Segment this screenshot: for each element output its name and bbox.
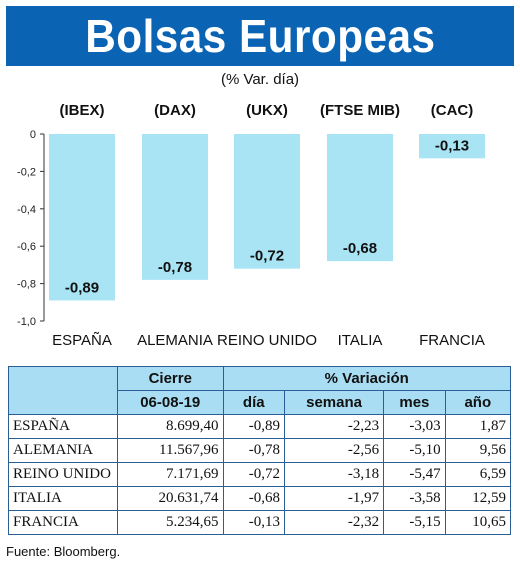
y-tick-label: -1,0: [17, 316, 36, 328]
data-label: -0,68: [343, 240, 377, 257]
row-week: -2,56: [283, 438, 385, 463]
row-year: 10,65: [444, 510, 512, 535]
chart-subtitle: (% Var. día): [220, 71, 300, 88]
category-label: ITALIA: [338, 332, 383, 349]
row-day: -0,78: [222, 438, 285, 463]
bar: [49, 134, 115, 301]
row-name: ALEMANIA: [8, 438, 118, 463]
row-close: 8.699,40: [117, 414, 224, 439]
row-month: -5,47: [383, 462, 446, 487]
data-label: -0,89: [65, 279, 99, 296]
row-close: 20.631,74: [117, 486, 224, 511]
index-table: Cierre % Variación 06-08-19 día semana m…: [8, 366, 512, 535]
y-tick-label: 0: [30, 129, 36, 141]
row-close: 7.171,69: [117, 462, 224, 487]
page-title: Bolsas Europeas: [84, 10, 436, 62]
table-row: FRANCIA 5.234,65 -0,13 -2,32 -5,15 10,65: [8, 510, 512, 535]
row-week: -2,32: [283, 510, 385, 535]
y-tick-label: -0,8: [17, 279, 36, 291]
index-label: (DAX): [154, 102, 196, 119]
day-column-header: día: [222, 390, 285, 415]
table-row: REINO UNIDO 7.171,69 -0,72 -3,18 -5,47 6…: [8, 462, 512, 487]
row-close: 5.234,65: [117, 510, 224, 535]
year-column-header: año: [444, 390, 512, 415]
y-tick-label: -0,2: [17, 166, 36, 178]
row-year: 9,56: [444, 438, 512, 463]
bar: [142, 134, 208, 280]
category-label: ALEMANIA: [137, 332, 213, 349]
bar: [419, 134, 485, 159]
source-note: Fuente: Bloomberg.: [6, 544, 121, 559]
category-label: FRANCIA: [419, 332, 485, 349]
week-column-header: semana: [283, 390, 385, 415]
row-week: -3,18: [283, 462, 385, 487]
category-label: ESPAÑA: [52, 332, 112, 349]
row-month: -5,10: [383, 438, 446, 463]
row-name: REINO UNIDO: [8, 462, 118, 487]
table-row: ITALIA 20.631,74 -0,68 -1,97 -3,58 12,59: [8, 486, 512, 511]
date-column-header: 06-08-19: [117, 390, 224, 415]
row-year: 12,59: [444, 486, 512, 511]
data-label: -0,72: [250, 248, 284, 265]
table-row: ALEMANIA 11.567,96 -0,78 -2,56 -5,10 9,5…: [8, 438, 512, 463]
y-tick-label: -0,4: [17, 204, 36, 216]
index-label: (IBEX): [60, 102, 105, 119]
row-name: ESPAÑA: [8, 414, 118, 439]
bar: [234, 134, 300, 269]
row-month: -3,58: [383, 486, 446, 511]
close-group-header: Cierre: [117, 366, 224, 391]
y-tick-label: -0,6: [17, 241, 36, 253]
row-month: -5,15: [383, 510, 446, 535]
data-label: -0,13: [435, 137, 469, 154]
category-label: REINO UNIDO: [217, 332, 317, 349]
data-label: -0,78: [158, 259, 192, 276]
index-label: (CAC): [431, 102, 474, 119]
row-day: -0,89: [222, 414, 285, 439]
row-name: ITALIA: [8, 486, 118, 511]
index-label: (UKX): [246, 102, 288, 119]
bar: [327, 134, 393, 262]
row-close: 11.567,96: [117, 438, 224, 463]
table-corner-cell: [8, 366, 118, 415]
row-day: -0,13: [222, 510, 285, 535]
row-week: -1,97: [283, 486, 385, 511]
table-row: ESPAÑA 8.699,40 -0,89 -2,23 -3,03 1,87: [8, 414, 512, 439]
row-year: 1,87: [444, 414, 512, 439]
bar-chart: 0 -0,2 -0,4 -0,6 -0,8 -1,0 (IBEX) -0,89 ESPAÑA (D…: [17, 102, 485, 349]
month-column-header: mes: [383, 390, 446, 415]
row-month: -3,03: [383, 414, 446, 439]
row-year: 6,59: [444, 462, 512, 487]
row-day: -0,72: [222, 462, 285, 487]
row-week: -2,23: [283, 414, 385, 439]
row-day: -0,68: [222, 486, 285, 511]
title-bar: Bolsas Europeas: [6, 6, 514, 66]
variation-group-header: % Variación: [222, 366, 511, 391]
index-label: (FTSE MIB): [320, 102, 400, 119]
row-name: FRANCIA: [8, 510, 118, 535]
